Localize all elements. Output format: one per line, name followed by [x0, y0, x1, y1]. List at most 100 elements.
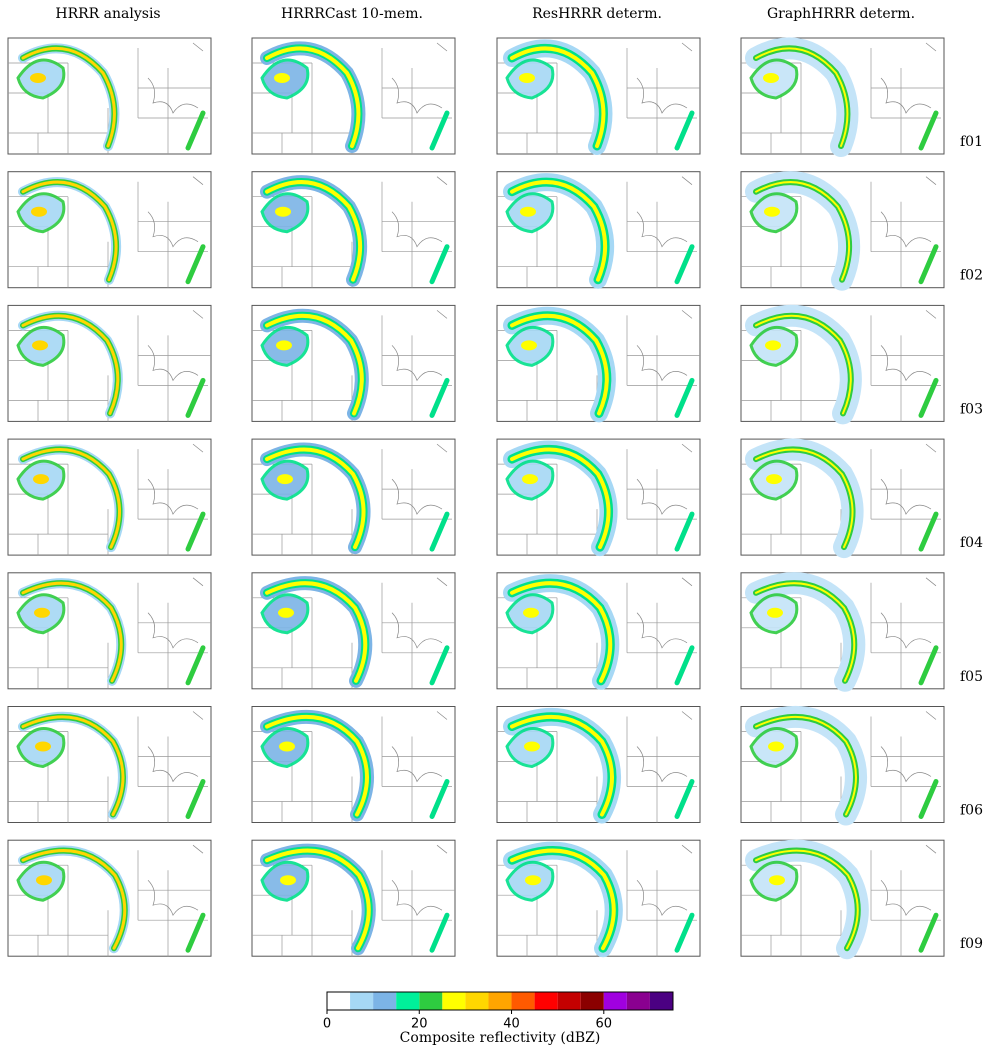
column-title: GraphHRRR determ.: [767, 6, 915, 22]
colorbar-segment: [626, 992, 650, 1010]
coastline: [636, 176, 693, 248]
map-panel: [7, 438, 212, 556]
precip-band: [21, 849, 127, 950]
map-panel: [496, 171, 701, 289]
precip-band: [21, 180, 118, 282]
colorbar-segment: [465, 992, 489, 1010]
map-panel: [740, 705, 945, 826]
coastline: [147, 711, 204, 783]
precip-line: [918, 511, 939, 552]
coastline: [636, 443, 693, 515]
coastline: [147, 42, 204, 114]
precip-band: [510, 313, 609, 416]
map-panel: [251, 304, 456, 422]
precip-line: [185, 912, 206, 953]
coastline: [391, 711, 448, 783]
precip-cell: [275, 206, 291, 217]
precip-band: [510, 180, 608, 282]
precip-band: [755, 849, 859, 950]
map-panel: [740, 171, 945, 291]
precip-line: [674, 511, 695, 552]
precip-cell: [523, 607, 539, 618]
precip-cell: [765, 340, 781, 351]
precip-line: [918, 110, 939, 151]
map-panel: [251, 171, 456, 289]
precip-cell: [764, 206, 780, 217]
coastline: [636, 42, 693, 114]
precip-band: [755, 47, 849, 147]
precip-line: [185, 377, 206, 418]
precip-cell: [522, 474, 538, 485]
colorbar-segment: [327, 992, 351, 1010]
row-label: f01: [960, 134, 983, 150]
row-label: f03: [960, 401, 983, 417]
coastline: [391, 443, 448, 515]
precip-band: [21, 314, 120, 415]
precip-cell: [35, 741, 51, 752]
map-panel: [251, 839, 456, 957]
coastline: [636, 844, 693, 916]
precip-cell: [769, 875, 785, 886]
map-panel: [7, 706, 212, 823]
precip-band: [510, 46, 606, 148]
precip-band: [755, 181, 851, 281]
precip-cell: [36, 875, 52, 886]
colorbar-segment: [511, 992, 535, 1010]
precip-cell: [32, 340, 48, 351]
coastline: [147, 577, 204, 649]
precip-cell: [520, 206, 536, 217]
coastline: [880, 577, 937, 649]
map-panel: [7, 37, 212, 155]
coastline: [147, 176, 204, 248]
precip-line: [674, 377, 695, 418]
map-panel: [496, 37, 701, 155]
precip-line: [429, 377, 450, 418]
precip-line: [185, 110, 206, 151]
coastline: [391, 577, 448, 649]
precip-cell: [525, 875, 541, 886]
coastline: [147, 844, 204, 916]
precip-cell: [274, 73, 290, 83]
precip-cell: [34, 607, 50, 618]
precip-cell: [276, 340, 292, 351]
map-panel: [740, 839, 945, 960]
coastline: [636, 577, 693, 649]
column-title: HRRR analysis: [55, 6, 160, 22]
colorbar-segment: [534, 992, 558, 1010]
precip-line: [674, 110, 695, 151]
tick-label: 60: [596, 1017, 613, 1032]
column-title: HRRRCast 10-mem.: [281, 6, 423, 22]
precip-band: [510, 714, 614, 817]
row-label: f06: [960, 803, 983, 819]
coastline: [636, 711, 693, 783]
coastline: [391, 844, 448, 916]
precip-cell: [278, 607, 294, 618]
map-panel: [740, 572, 945, 692]
colorbar-segment: [557, 992, 581, 1010]
precip-band: [510, 848, 616, 951]
colorbar-label: Composite reflectivity (dBZ): [400, 1030, 601, 1046]
coastline: [880, 443, 937, 515]
precip-band: [265, 447, 366, 550]
map-panel: [496, 304, 701, 423]
precip-band: [265, 313, 364, 416]
precip-cell: [521, 340, 537, 351]
coastline: [391, 176, 448, 248]
coastline: [147, 443, 204, 515]
coastline: [147, 310, 204, 382]
coastline: [391, 310, 448, 382]
precip-band: [265, 180, 363, 282]
precip-line: [185, 779, 206, 819]
precip-line: [429, 110, 450, 151]
precip-line: [429, 912, 450, 953]
precip-cell: [30, 73, 46, 83]
precip-line: [429, 244, 450, 285]
precip-band: [755, 448, 854, 549]
precip-band: [21, 46, 116, 148]
precip-line: [185, 645, 206, 686]
precip-cell: [519, 73, 535, 83]
colorbar-frame: [326, 991, 674, 1011]
map-panel: [251, 706, 456, 823]
precip-band: [755, 715, 857, 816]
tick-label: 0: [323, 1017, 331, 1032]
